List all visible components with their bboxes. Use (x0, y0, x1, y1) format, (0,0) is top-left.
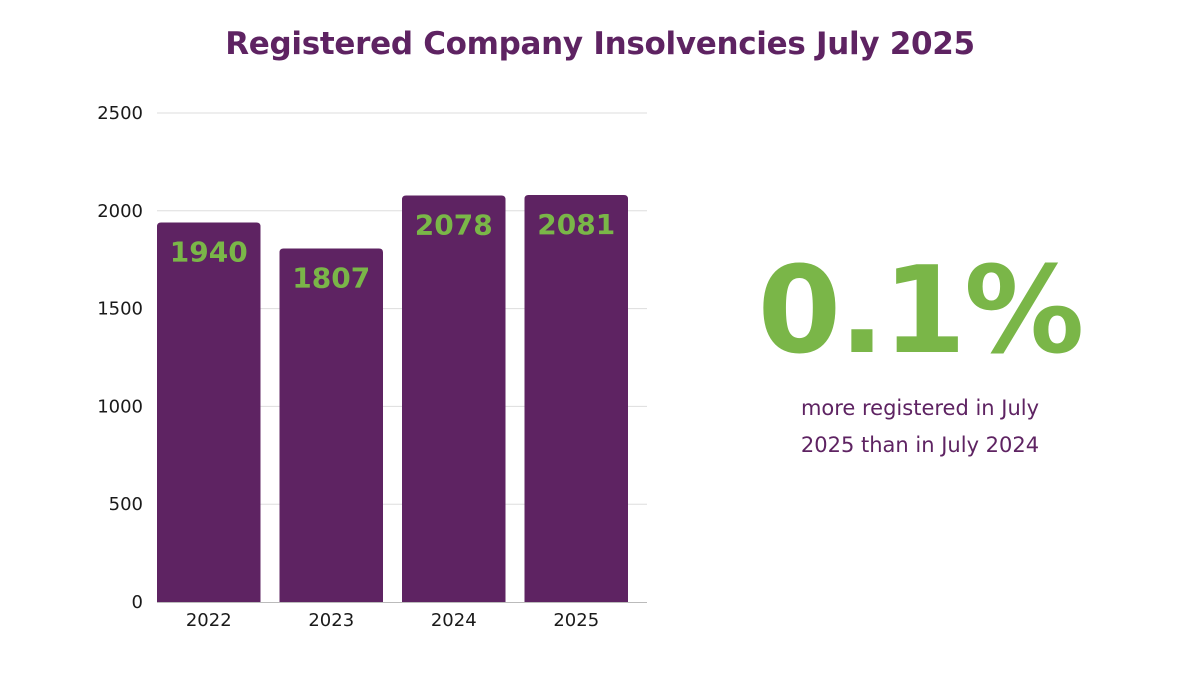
x-tick-label: 2025 (553, 610, 599, 631)
data-label-2025: 2081 (537, 208, 615, 241)
y-tick-label: 2000 (97, 201, 143, 222)
bar-2022 (157, 222, 261, 602)
bars: 1940 1807 2078 2081 (157, 194, 628, 603)
y-tick-label: 0 (132, 592, 143, 613)
bar-chart: 0 500 1000 1500 2000 2500 1940 1807 2078 2081 20… (97, 103, 647, 631)
x-tick-label: 2022 (186, 610, 232, 631)
stat-panel: 0.1% more registered in July 2025 than i… (720, 248, 1120, 464)
y-tick-label: 1000 (97, 396, 143, 417)
data-label-2022: 1940 (170, 236, 248, 269)
data-label-2023: 1807 (292, 262, 370, 295)
x-axis-ticks: 2022 2023 2024 2025 (186, 610, 599, 631)
bar-2024 (402, 195, 506, 602)
bar-2023 (279, 248, 383, 603)
y-tick-label: 500 (109, 494, 143, 515)
y-tick-label: 2500 (97, 103, 143, 124)
x-tick-label: 2024 (431, 610, 477, 631)
data-label-2024: 2078 (415, 209, 493, 242)
x-tick-label: 2023 (308, 610, 354, 631)
y-tick-label: 1500 (97, 299, 143, 320)
y-axis-ticks: 0 500 1000 1500 2000 2500 (97, 103, 143, 613)
percent-change-caption: more registered in July 2025 than in Jul… (800, 396, 1040, 457)
percent-change-value: 0.1% (757, 242, 1085, 381)
bar-2025 (524, 194, 628, 602)
chart-title: Registered Company Insolvencies July 202… (225, 26, 975, 62)
